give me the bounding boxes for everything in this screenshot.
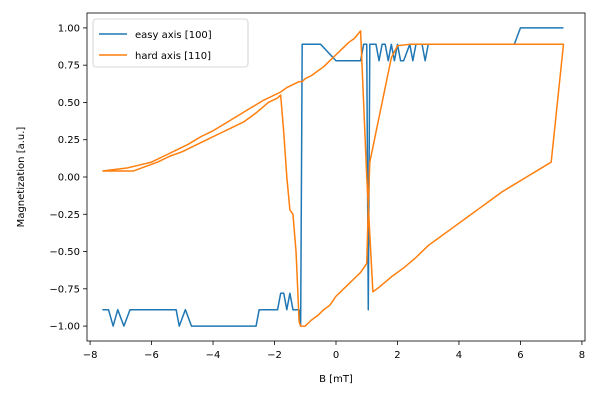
y-axis-label: Magnetization [a.u.] — [16, 127, 27, 228]
x-tick-label: −6 — [144, 350, 159, 361]
y-tick-label: 0.50 — [58, 98, 80, 109]
series-line-hard-axis — [102, 30, 565, 327]
legend-label-easy-axis: easy axis [100] — [135, 30, 212, 41]
x-tick-label: 2 — [394, 350, 400, 361]
y-tick-label: −0.25 — [49, 210, 80, 221]
x-axis-label: B [mT] — [319, 374, 353, 385]
x-tick-label: 8 — [579, 350, 585, 361]
y-tick-label: 0.75 — [58, 61, 80, 72]
y-tick-label: −0.50 — [49, 247, 80, 258]
y-tick-label: −0.75 — [49, 284, 80, 295]
x-axis: −8 −6 −4 −2 0 2 4 6 8 — [83, 341, 585, 361]
legend-label-hard-axis: hard axis [110] — [135, 51, 211, 62]
y-tick-label: −1.00 — [49, 322, 80, 333]
series-layer — [102, 27, 565, 327]
y-tick-label: 0.00 — [58, 173, 80, 184]
x-tick-label: −4 — [206, 350, 221, 361]
x-tick-label: 4 — [456, 350, 462, 361]
x-tick-label: −8 — [83, 350, 98, 361]
legend: easy axis [100] hard axis [110] — [92, 18, 249, 68]
y-axis: −1.00 −0.75 −0.50 −0.25 0.00 0.25 0.50 0.75 1.00 — [49, 23, 87, 333]
x-tick-label: 0 — [333, 350, 339, 361]
legend-frame — [92, 18, 249, 68]
y-tick-label: 1.00 — [58, 23, 80, 34]
x-tick-label: 6 — [517, 350, 523, 361]
x-tick-label: −2 — [267, 350, 282, 361]
y-tick-label: 0.25 — [58, 135, 80, 146]
